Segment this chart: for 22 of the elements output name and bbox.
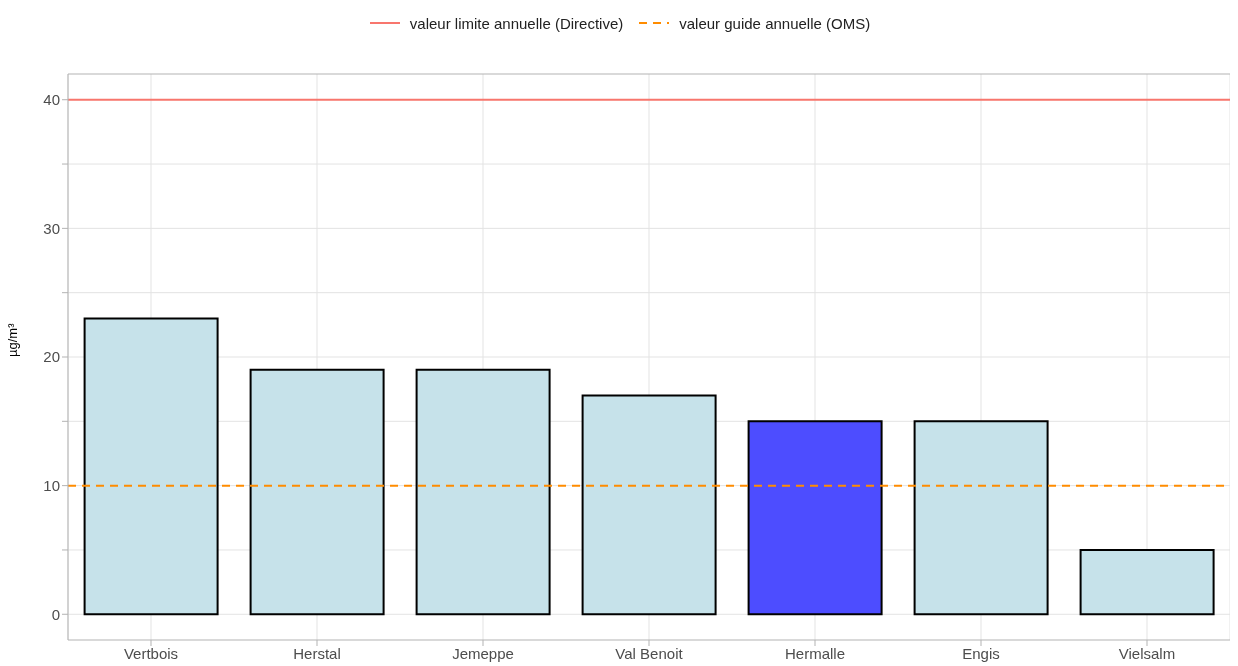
x-tick-label: Herstal [293,644,341,662]
y-tick-label: 20 [43,348,60,366]
bar [913,420,1049,616]
y-tick-label: 0 [51,605,60,623]
bar [83,317,219,616]
x-tick-label: Engis [962,644,1000,662]
bar [1079,548,1215,616]
bar [415,368,551,616]
bar [747,420,883,616]
x-tick-label: Jemeppe [452,644,514,662]
y-tick-label: 10 [43,476,60,494]
y-axis-title: µg/m³ [4,322,20,357]
x-tick-label: Vielsalm [1118,644,1176,662]
bar [249,368,385,616]
legend-label: valeur limite annuelle (Directive) [409,14,624,32]
y-tick-label: 40 [43,91,60,109]
y-tick-label: 30 [43,219,60,237]
bar [581,394,717,616]
x-tick-label: Vertbois [123,644,179,662]
legend-label: valeur guide annuelle (OMS) [679,14,871,32]
x-tick-label: Val Benoit [615,644,684,662]
x-tick-label: Hermalle [784,644,846,662]
